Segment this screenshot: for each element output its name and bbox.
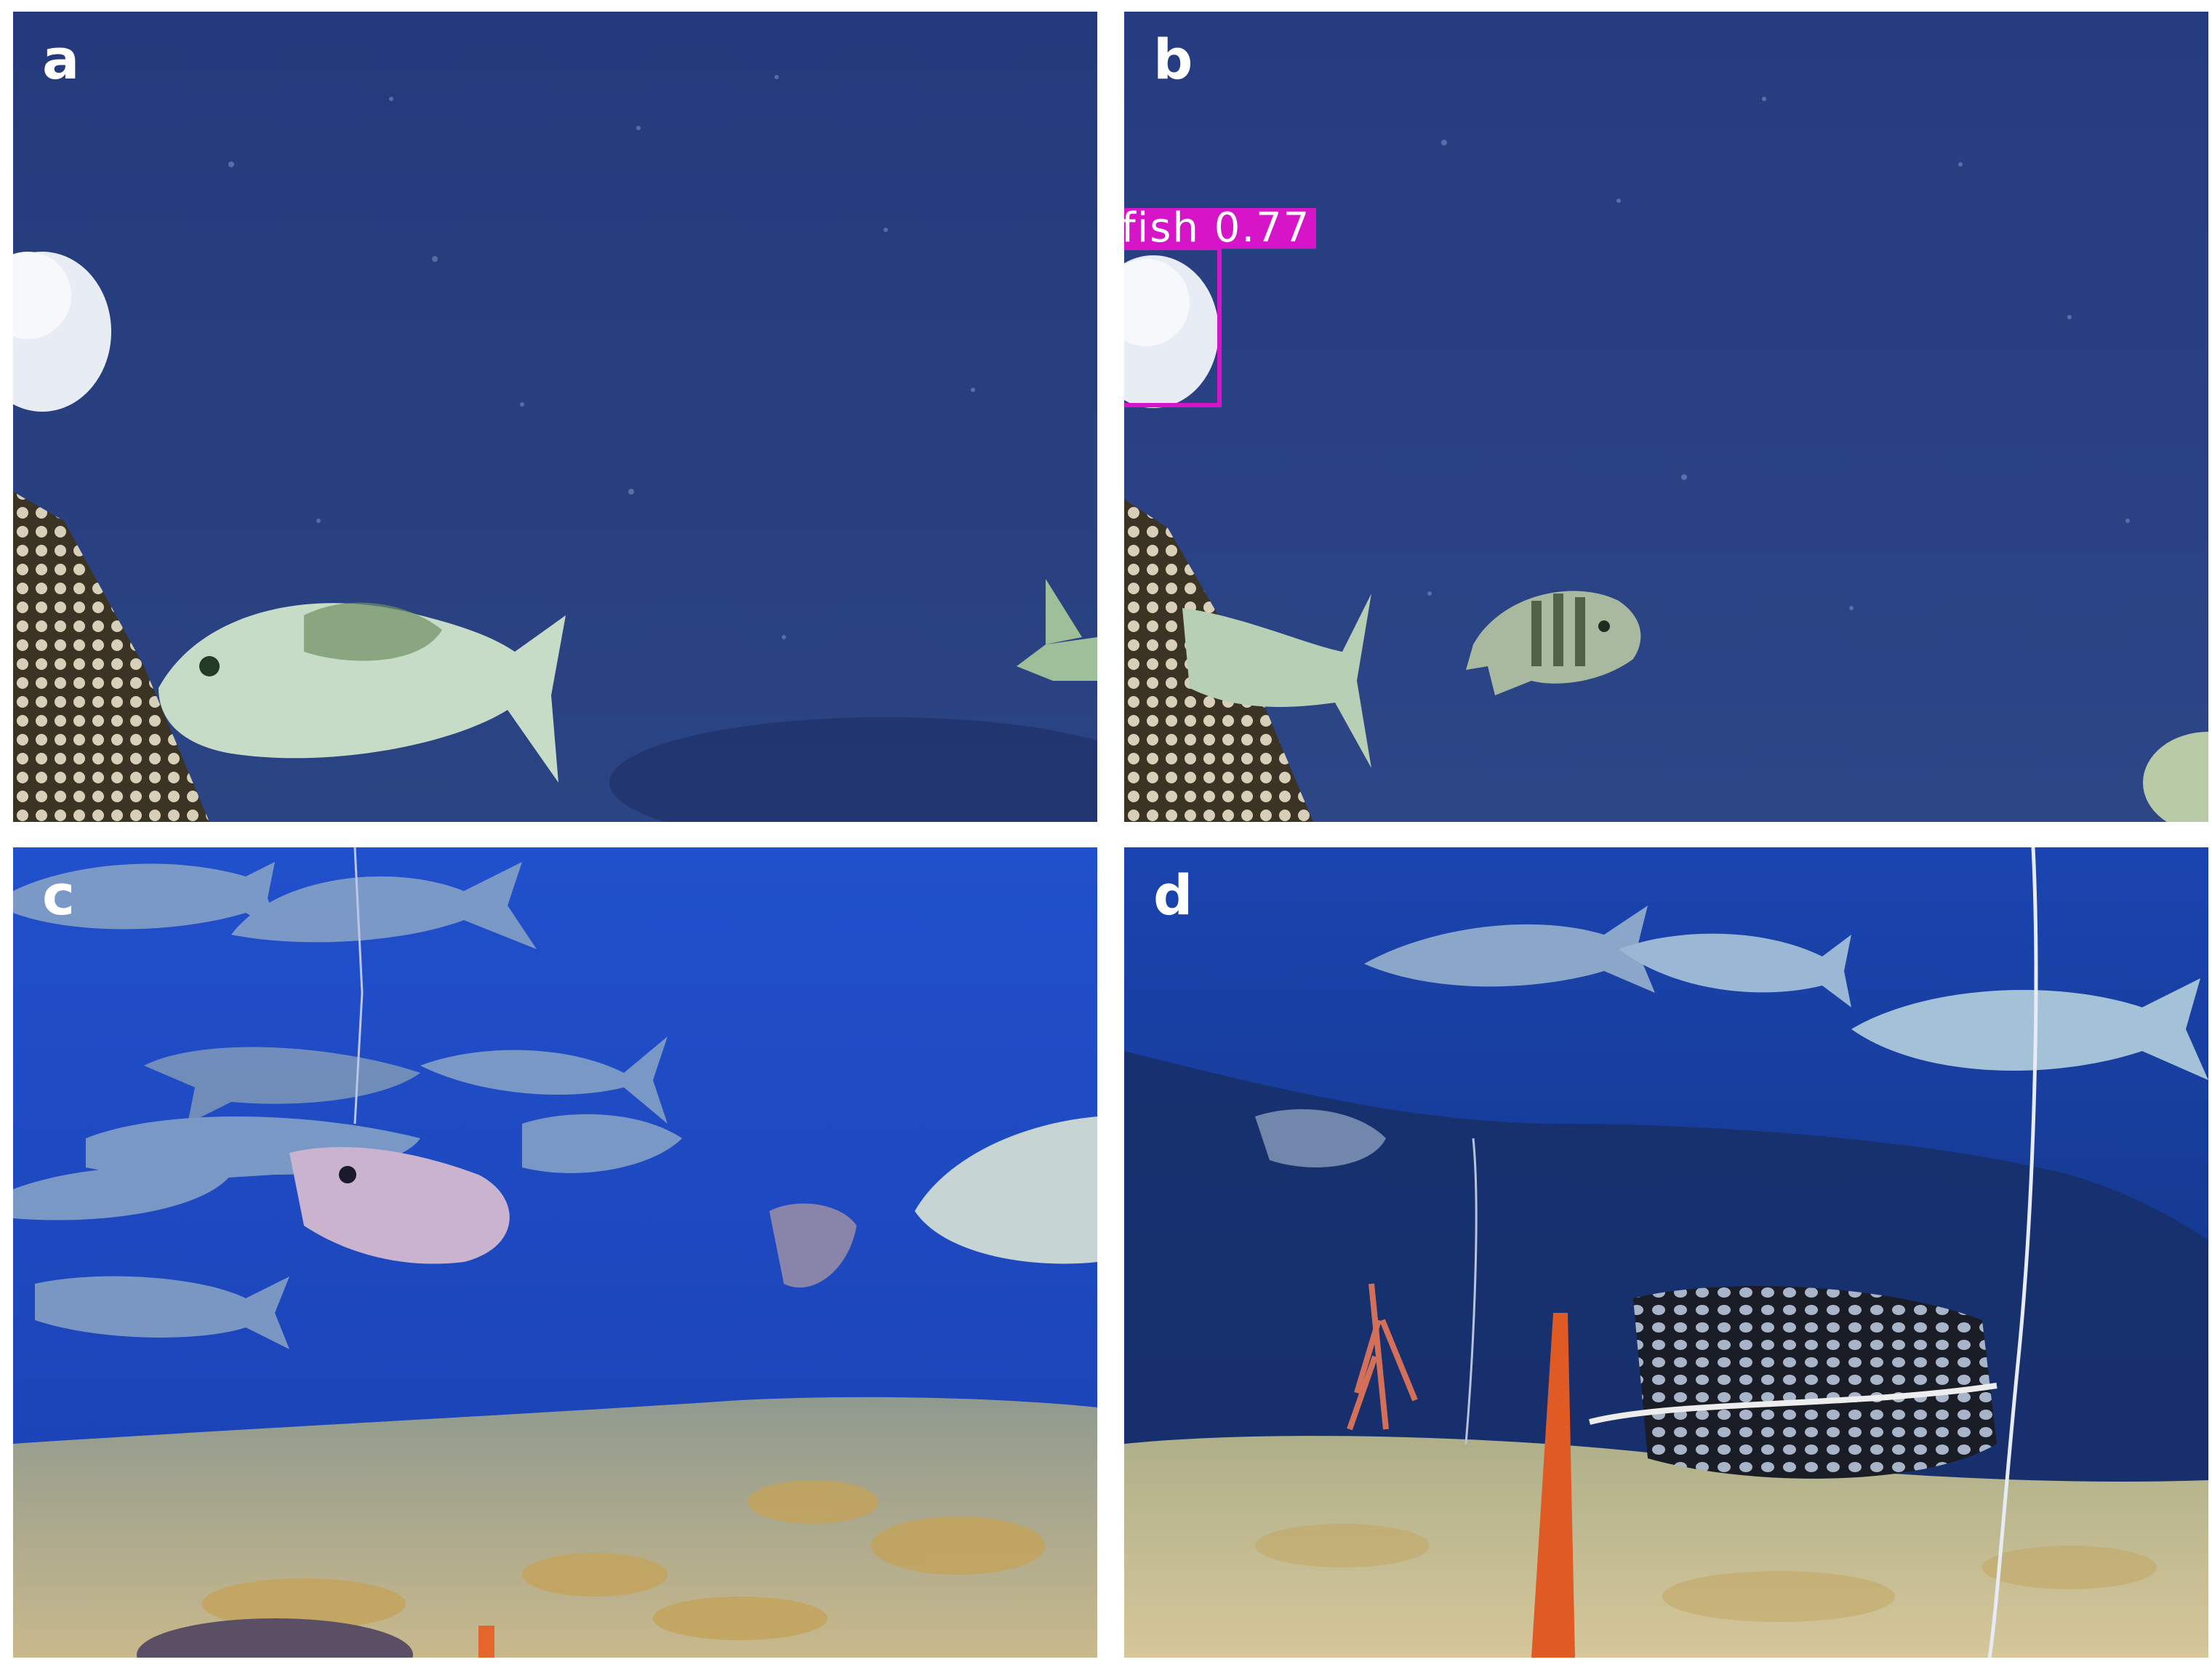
panel-c: c <box>13 847 1097 1658</box>
panel-a: a <box>13 12 1097 822</box>
underwater-photo-b <box>1124 12 2208 822</box>
panel-letter-b: b <box>1153 27 1193 92</box>
panel-letter-a: a <box>42 27 80 92</box>
panel-d: d <box>1124 847 2208 1658</box>
underwater-photo-d <box>1124 847 2208 1658</box>
panel-letter-d: d <box>1153 863 1193 927</box>
detection-bounding-box <box>1124 246 1222 407</box>
underwater-photo-c <box>13 847 1097 1658</box>
detection-label: fish 0.77 <box>1124 208 1317 249</box>
panel-b: b fish 0.77 <box>1124 12 2208 822</box>
panel-letter-c: c <box>42 863 76 927</box>
underwater-photo-a <box>13 12 1097 822</box>
